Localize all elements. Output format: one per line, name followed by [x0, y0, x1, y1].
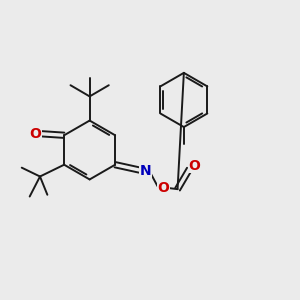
Text: N: N: [140, 164, 152, 178]
Text: O: O: [189, 159, 201, 172]
Text: O: O: [158, 181, 169, 195]
Text: O: O: [29, 127, 41, 141]
